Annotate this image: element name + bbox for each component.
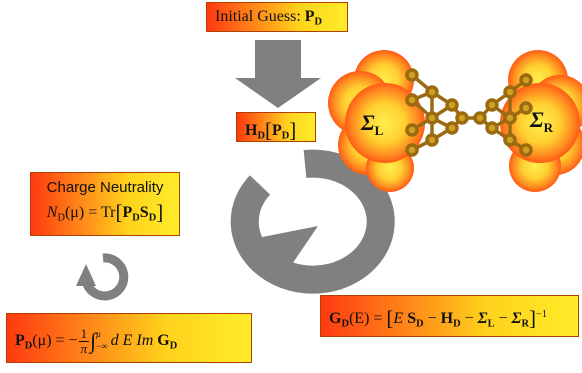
hamiltonian-density-arg: P (271, 122, 282, 139)
green-sigma-left: Σ (477, 310, 488, 327)
svg-text:ΣR: ΣR (529, 107, 554, 135)
svg-text:ΣL: ΣL (360, 110, 384, 138)
green-sigma-right: Σ (511, 310, 522, 327)
integral-sign: ∫ (90, 328, 97, 354)
fraction-denominator: π (80, 340, 88, 356)
green-hamiltonian-symbol: H (440, 310, 454, 327)
integral-limits: μ −∞ (96, 329, 108, 352)
hamiltonian-density-subscript: D (281, 130, 290, 142)
green-overlap-subscript: D (416, 318, 424, 330)
hamiltonian-symbol: H (245, 122, 258, 139)
left-contact-cloud (328, 50, 425, 192)
device-subscript: D (314, 16, 323, 28)
right-contact-cloud (500, 50, 582, 192)
hamiltonian-subscript: D (257, 130, 265, 142)
density-mu-arg: (μ) (32, 331, 52, 349)
density-matrix-symbol: P (15, 331, 25, 349)
green-energy-symbol: E (393, 310, 408, 327)
density-matrix-subscript: D (24, 340, 33, 352)
sigma-left-subscript: L (375, 123, 384, 138)
minus-sign-1: − (423, 310, 441, 327)
overlap-symbol: S (139, 204, 149, 221)
green-sigma-left-subscript: L (487, 318, 495, 330)
overlap-subscript: D (148, 212, 157, 224)
greens-function-symbol: G (157, 331, 170, 349)
green-overlap-symbol: S (407, 310, 417, 327)
integrand-text: d E Im (110, 331, 158, 349)
charge-neutrality-title: Charge Neutrality (46, 179, 164, 196)
trace-density-symbol: P (122, 204, 133, 221)
trace-density-subscript: D (132, 212, 140, 224)
trace-operator: = Tr (84, 204, 116, 221)
molecule-junction (405, 68, 533, 157)
minus-sign-2: − (460, 310, 478, 327)
scf-loop-arrow (230, 149, 395, 294)
charge-neutrality-equation: ND(μ) = Tr[PDSD] (46, 200, 164, 224)
charge-neutrality-box: Charge Neutrality ND(μ) = Tr[PDSD] (30, 172, 180, 236)
particle-number-symbol: N (46, 204, 58, 221)
green-energy-arg: (E) = (348, 310, 387, 327)
greens-function-subscript: D (169, 340, 178, 352)
down-arrow (235, 40, 321, 108)
chemical-potential-arg: (μ) (64, 204, 85, 221)
green-g-symbol: G (329, 310, 342, 327)
sigma-left-label: Σ (360, 110, 375, 135)
density-symbol: P (304, 8, 315, 25)
fraction-numerator: 1 (78, 326, 90, 342)
density-equals: = − (51, 331, 78, 349)
initial-guess-label: Initial Guess: (215, 8, 305, 25)
sigma-right-subscript: R (544, 120, 554, 135)
integral-lower-limit: −∞ (96, 341, 108, 352)
green-hamiltonian-subscript: D (453, 318, 461, 330)
sigma-right-label: Σ (529, 107, 544, 132)
integral-upper-limit: μ (96, 329, 101, 340)
small-loop-arrow (76, 253, 129, 301)
hamiltonian-box: HD[PD] (236, 112, 316, 142)
green-g-subscript: D (341, 318, 349, 330)
initial-guess-box: Initial Guess: PD (206, 2, 348, 32)
green-sigma-right-subscript: R (521, 318, 529, 330)
minus-sign-3: − (494, 310, 512, 327)
greens-function-box: GD(E) = [E SD − HD − ΣL − ΣR]−1 (320, 295, 579, 337)
inverse-exponent: −1 (535, 308, 548, 320)
density-matrix-box: PD(μ) = −1 π ∫ μ −∞ d E Im GD (6, 313, 252, 363)
particle-number-subscript: D (57, 212, 65, 224)
